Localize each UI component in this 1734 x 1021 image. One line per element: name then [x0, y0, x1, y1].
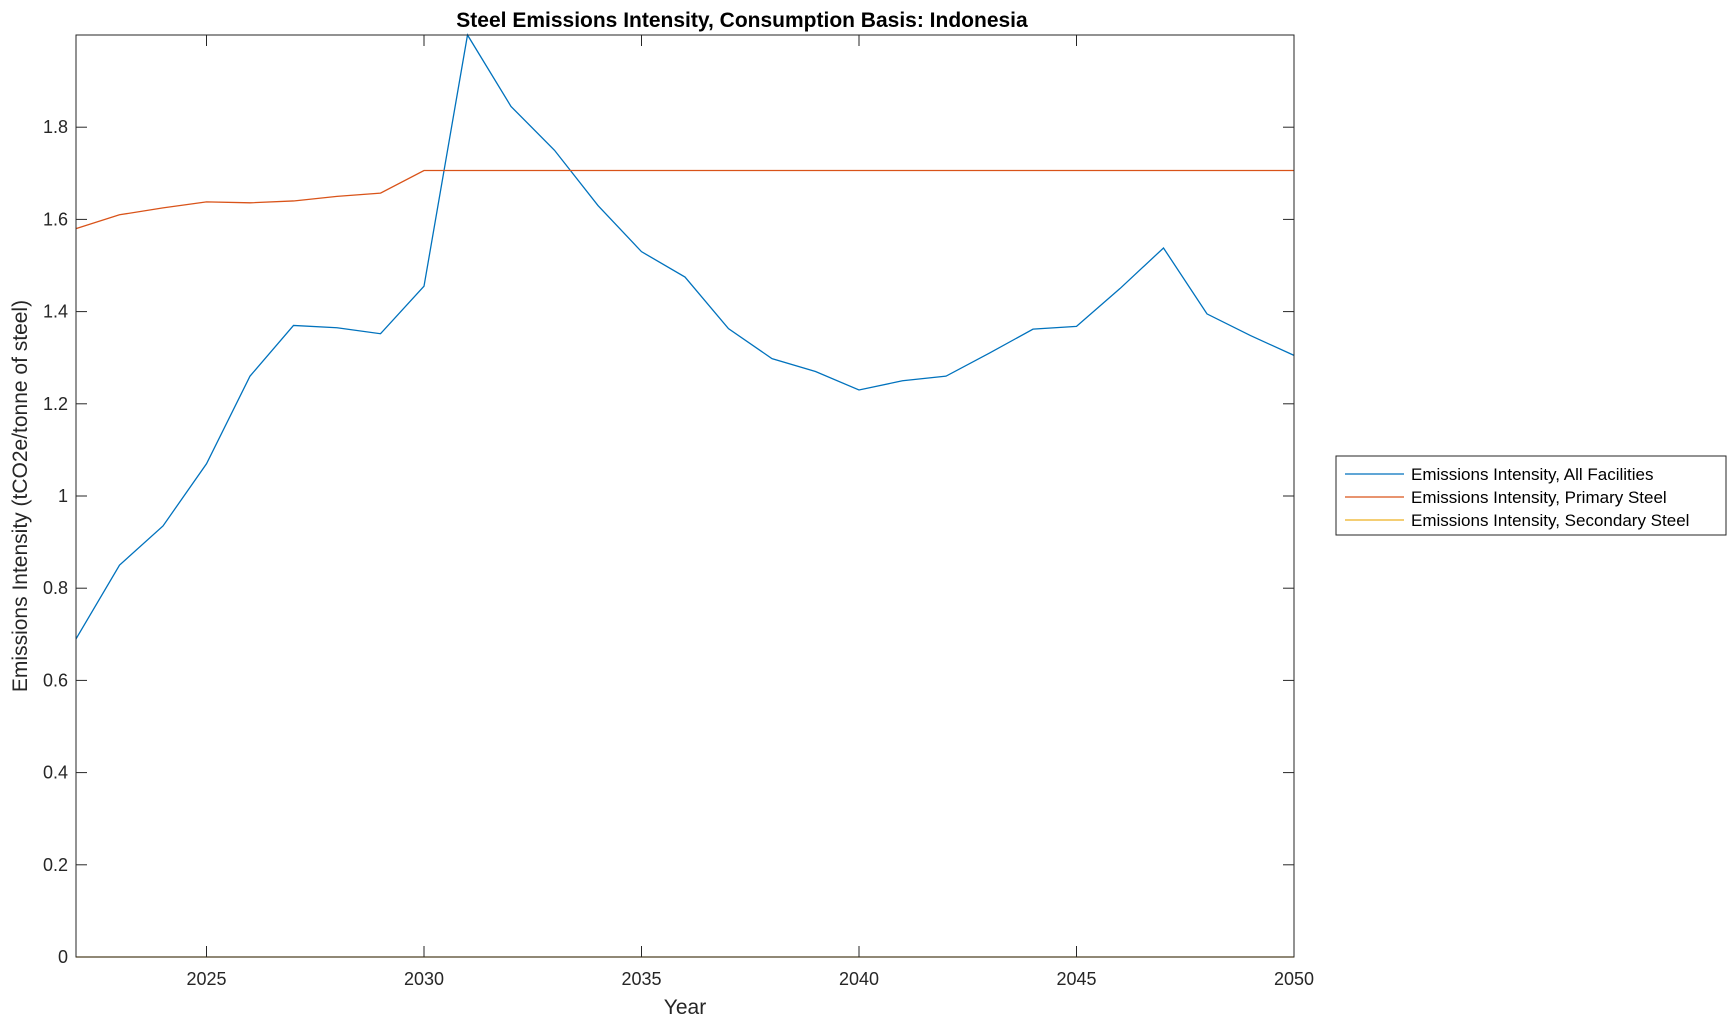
- y-tick-label: 0.6: [43, 670, 68, 690]
- y-tick-label: 1.4: [43, 302, 68, 322]
- y-tick-label: 0.4: [43, 763, 68, 783]
- legend-entry-primary-steel: Emissions Intensity, Primary Steel: [1411, 488, 1667, 507]
- y-axis: 0 0.2 0.4 0.6 0.8 1 1.2 1.4 1.6 1.8: [43, 117, 1294, 967]
- x-tick-label: 2040: [839, 969, 879, 989]
- y-tick-label: 0.2: [43, 855, 68, 875]
- legend: Emissions Intensity, All Facilities Emis…: [1335, 455, 1727, 536]
- y-tick-label: 1.2: [43, 394, 68, 414]
- x-tick-label: 2035: [621, 969, 661, 989]
- x-axis-label: Year: [664, 996, 706, 1019]
- y-tick-label: 0.8: [43, 578, 68, 598]
- y-axis-label: Emissions Intensity (tCO2e/tonne of stee…: [9, 300, 32, 692]
- y-tick-label: 1.6: [43, 209, 68, 229]
- x-tick-label: 2050: [1274, 969, 1314, 989]
- x-tick-label: 2045: [1056, 969, 1096, 989]
- legend-box: [1335, 455, 1727, 536]
- series-line-primary-steel: [75, 169, 1294, 230]
- y-tick-label: 1.8: [43, 117, 68, 137]
- legend-entry-secondary-steel: Emissions Intensity, Secondary Steel: [1411, 511, 1689, 530]
- y-tick-label: 0: [58, 947, 68, 967]
- y-tick-label: 1: [58, 486, 68, 506]
- legend-entry-all-facilities: Emissions Intensity, All Facilities: [1411, 465, 1653, 484]
- series-line-all-facilities: [75, 33, 1295, 640]
- plot-area: 2025 2030 2035 2040 2045 2050 0 0.2 0.4 0.6 0.8 1 1…: [43, 33, 1314, 989]
- plot-background: [76, 35, 1294, 957]
- chart-title: Steel Emissions Intensity, Consumption B…: [456, 9, 1028, 32]
- x-axis: 2025 2030 2035 2040 2045 2050: [186, 35, 1314, 989]
- x-tick-label: 2025: [186, 969, 226, 989]
- x-tick-label: 2030: [404, 969, 444, 989]
